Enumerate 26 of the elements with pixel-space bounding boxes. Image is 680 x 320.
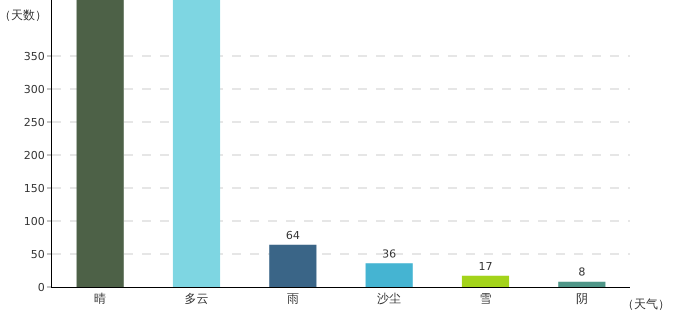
x-tick-label: 雪 <box>480 291 492 306</box>
x-tick-label: 沙尘 <box>377 291 402 306</box>
y-tick-label: 0 <box>38 280 45 294</box>
data-label: 17 <box>478 260 492 273</box>
data-label: 64 <box>286 228 300 242</box>
y-tick-label: 50 <box>30 248 45 261</box>
y-tick-label: 250 <box>24 116 45 129</box>
y-tick-label: 300 <box>24 82 45 96</box>
y-tick-label: 100 <box>24 214 45 228</box>
x-tick-label: 晴 <box>94 291 106 306</box>
bar <box>558 282 606 287</box>
y-tick-label: 150 <box>24 182 45 195</box>
bar <box>269 244 316 287</box>
x-tick-label: 雨 <box>286 291 299 306</box>
data-label: 8 <box>578 266 586 279</box>
bar <box>462 276 510 287</box>
bar <box>172 0 220 287</box>
bar <box>366 263 413 287</box>
y-tick-label: 350 <box>24 50 45 63</box>
y-tick-label: 200 <box>24 148 45 162</box>
x-tick-label: 阴 <box>576 291 588 306</box>
y-axis-title: （天数） <box>0 8 47 22</box>
x-tick-label: 多云 <box>184 291 208 306</box>
x-axis-title: （天气） <box>622 297 670 311</box>
bar <box>76 0 124 287</box>
data-label: 36 <box>382 247 396 260</box>
